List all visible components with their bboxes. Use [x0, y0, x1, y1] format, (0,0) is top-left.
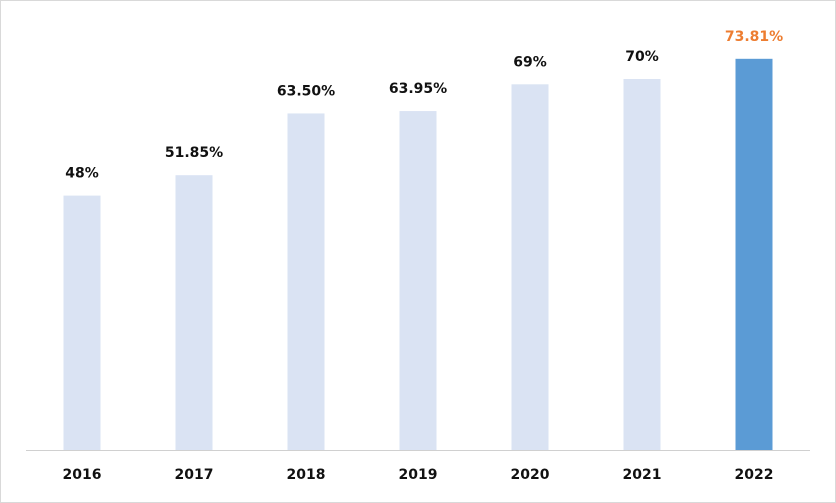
x-tick-label: 2019: [399, 467, 438, 483]
bar: [735, 58, 773, 450]
value-label: 51.85%: [165, 145, 223, 161]
value-label: 70%: [625, 49, 659, 65]
bar: [623, 79, 661, 450]
bar: [287, 113, 325, 450]
bar: [511, 84, 549, 451]
value-label: 63.95%: [389, 81, 447, 97]
x-tick-label: 2021: [623, 467, 662, 483]
x-tick-label: 2018: [287, 467, 326, 483]
value-label: 63.50%: [277, 83, 335, 99]
x-tick-label: 2017: [175, 467, 214, 483]
x-tick-label: 2016: [63, 467, 102, 483]
bar: [399, 111, 437, 450]
x-tick-label: 2020: [511, 467, 550, 483]
bar: [63, 195, 101, 450]
x-tick-label: 2022: [735, 467, 774, 483]
bar: [175, 175, 213, 450]
value-label: 69%: [513, 54, 547, 70]
value-label: 73.81%: [725, 29, 783, 45]
value-label: 48%: [65, 166, 99, 182]
